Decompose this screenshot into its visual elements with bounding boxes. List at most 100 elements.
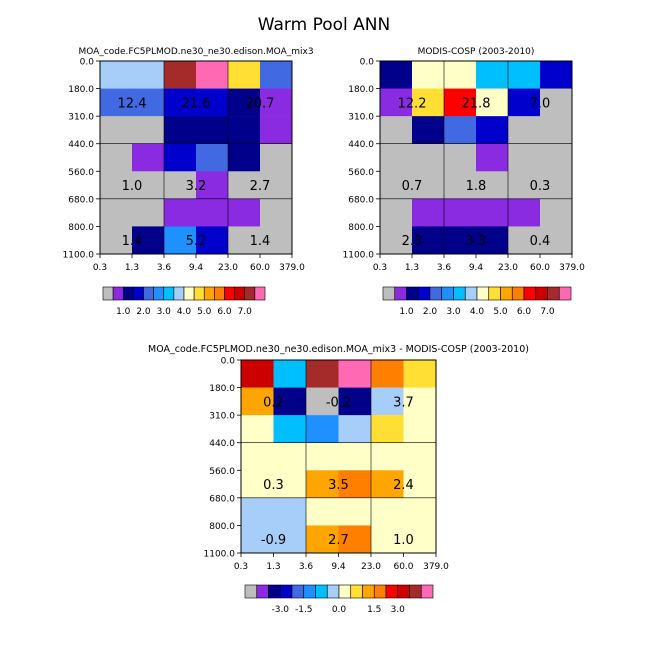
heatmap-cell (273, 470, 307, 499)
colorbar-swatch (397, 584, 410, 599)
heatmap-cell (540, 198, 573, 227)
heatmap-cell (380, 116, 413, 145)
y-tick-label: 0.0 (80, 58, 95, 68)
heatmap-cell (132, 171, 165, 200)
colorbar-swatch (453, 286, 466, 301)
heatmap-cell (100, 171, 133, 200)
heatmap-cell (306, 497, 339, 526)
heatmap-cell (412, 61, 445, 89)
x-tick-label: 0.3 (373, 263, 387, 273)
heatmap-cell (444, 116, 477, 145)
data-label: 3.3 (466, 234, 487, 249)
x-tick-label: 1.3 (125, 263, 139, 273)
x-tick-label: 1.3 (266, 562, 280, 572)
x-tick-label: 23.0 (498, 263, 518, 273)
heatmap-cell (508, 88, 541, 117)
heatmap-cell (338, 470, 372, 499)
heatmap-cell (508, 198, 541, 227)
heatmap-cell (476, 88, 509, 117)
heatmap-cell (444, 198, 477, 227)
data-label: 0.3 (263, 478, 284, 493)
data-label: 1.0 (122, 179, 143, 194)
y-tick-label: 680.0 (68, 195, 94, 205)
y-tick-label: 800.0 (348, 223, 374, 233)
heatmap-cell (412, 116, 445, 145)
heatmap-cell (196, 116, 229, 145)
heatmap-cell (508, 116, 541, 145)
y-tick-label: 0.0 (360, 58, 375, 68)
y-tick-label: 440.0 (348, 140, 374, 150)
panel-title: MOA_code.FC5PLMOD.ne30_ne30.edison.MOA_m… (78, 47, 313, 57)
heatmap-cell (241, 387, 274, 416)
heatmap-cell (164, 116, 197, 145)
colorbar-swatch (406, 286, 419, 301)
heatmap-cell (338, 525, 372, 554)
heatmap-cell (196, 143, 229, 172)
heatmap-cell (228, 226, 261, 255)
heatmap-cell (164, 143, 197, 172)
heatmap-cell (100, 198, 133, 227)
colorbar-swatch (326, 584, 340, 599)
data-label: 3.2 (186, 179, 207, 194)
colorbar-tick-label: 4.0 (470, 307, 485, 317)
heatmap-cell (444, 88, 477, 117)
heatmap-cell (403, 360, 437, 388)
colorbar-swatch (315, 584, 328, 599)
heatmap-cell (273, 387, 307, 416)
y-tick-label: 1100.0 (343, 251, 375, 261)
colorbar-tick-label: 3.0 (157, 307, 172, 317)
colorbar-tick-label: 2.0 (423, 307, 438, 317)
y-tick-label: 180.0 (348, 85, 374, 95)
colorbar-swatch (214, 286, 225, 301)
heatmap-cell (260, 61, 293, 89)
colorbar-swatch (338, 584, 352, 599)
data-label: 2.4 (393, 478, 414, 493)
heatmap-cell (444, 143, 477, 172)
data-label: -0.2 (326, 395, 351, 410)
heatmap-cell (540, 88, 573, 117)
heatmap-cell (508, 171, 541, 200)
heatmap-cell (100, 61, 133, 89)
colorbar-swatch (234, 286, 246, 301)
heatmap-cell (132, 226, 165, 255)
heatmap-cell (403, 415, 437, 444)
colorbar-swatch (183, 286, 195, 301)
colorbar-swatch (429, 286, 443, 301)
heatmap-cell (273, 525, 307, 554)
colorbar-swatch (291, 584, 305, 599)
x-tick-label: 9.4 (331, 562, 346, 572)
heatmap-cell (132, 88, 165, 117)
heatmap-cell (306, 525, 339, 554)
x-tick-label: 60.0 (393, 562, 413, 572)
heatmap-cell (241, 525, 274, 554)
heatmap-cell (403, 442, 437, 471)
heatmap-cell (228, 171, 261, 200)
x-tick-label: 3.6 (157, 263, 172, 273)
heatmap-cell (260, 198, 293, 227)
colorbar-swatch (303, 584, 316, 599)
heatmap-cell (132, 61, 165, 89)
colorbar-tick-label: 5.0 (493, 307, 508, 317)
diff-panel: MOA_code.FC5PLMOD.ne30_ne30.edison.MOA_m… (148, 344, 529, 615)
colorbar-swatch (476, 286, 490, 301)
y-tick-label: 560.0 (348, 168, 374, 178)
heatmap-cell (338, 387, 372, 416)
data-label: 21.8 (462, 96, 491, 111)
figure-title: Warm Pool ANN (258, 15, 390, 35)
heatmap-cell (412, 226, 445, 255)
heatmap-cell (241, 360, 274, 388)
heatmap-cell (196, 198, 229, 227)
data-label: 1.4 (122, 234, 143, 249)
heatmap-cell (371, 415, 404, 444)
data-label: 0.7 (402, 179, 423, 194)
colorbar-swatch (279, 584, 293, 599)
heatmap-cell (371, 470, 404, 499)
heatmap-cell (371, 497, 404, 526)
x-tick-label: 3.6 (299, 562, 314, 572)
colorbar-tick-label: 4.0 (177, 307, 192, 317)
colorbar-swatch (133, 286, 144, 301)
x-tick-label: 9.4 (469, 263, 484, 273)
colorbar-tick-label: 1.0 (116, 307, 131, 317)
heatmap-cell (164, 198, 197, 227)
y-tick-label: 1100.0 (204, 550, 236, 560)
